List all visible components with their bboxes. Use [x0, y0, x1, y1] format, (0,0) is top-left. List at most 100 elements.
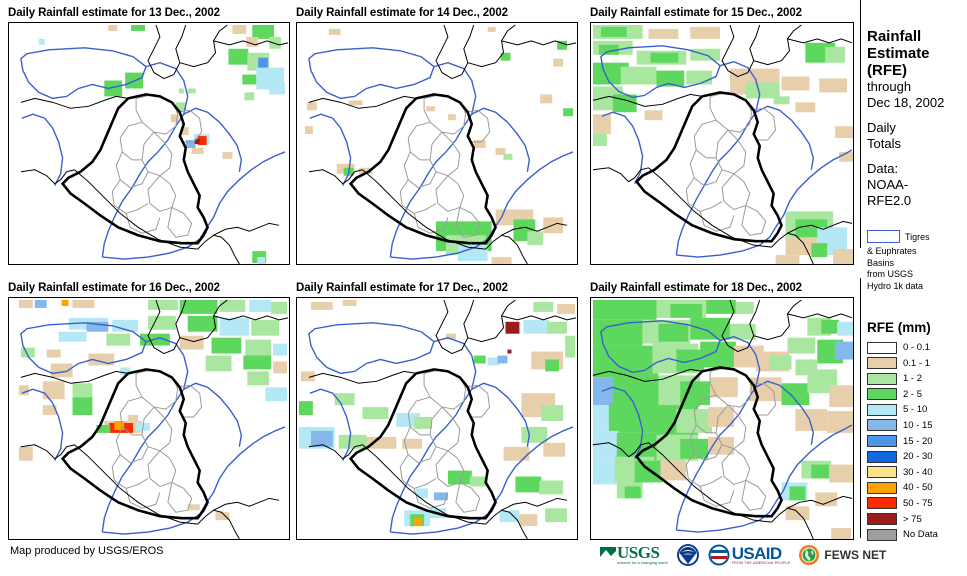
- period-line-1: Daily: [867, 120, 896, 135]
- legend-row: 0.1 - 1: [867, 356, 967, 371]
- rfe-legend-heading: RFE (mm): [867, 320, 931, 335]
- iraq-border: [60, 93, 209, 245]
- legend-swatch-2-5: [867, 388, 897, 401]
- legend-row: 30 - 40: [867, 465, 967, 480]
- map-raster: [591, 298, 853, 539]
- usaid-logo: USAID FROM THE AMERICAN PEOPLE: [708, 544, 791, 566]
- legend-swatch-40-50: [867, 481, 897, 494]
- noaa-seal-icon: [676, 544, 699, 566]
- usgs-mark-icon: [600, 547, 616, 562]
- iraq-border: [348, 93, 497, 245]
- legend-row: 10 - 15: [867, 418, 967, 433]
- rain-cells: [592, 24, 853, 264]
- map-frame[interactable]: [590, 22, 854, 265]
- legend-swatch-15-20: [867, 435, 897, 448]
- usaid-seal-icon: [708, 544, 730, 566]
- legend-label: 0.1 - 1: [903, 357, 930, 369]
- map-raster: [9, 298, 289, 539]
- legend-label: 30 - 40: [903, 466, 933, 478]
- logo-bar: USGS science for a changing world: [600, 543, 886, 567]
- legend-label: 1 - 2: [903, 373, 923, 385]
- map-panel-15-dec: Daily Rainfall estimate for 15 Dec., 200…: [590, 6, 854, 265]
- legend-label: 20 - 30: [903, 451, 933, 463]
- basin-outline: [600, 45, 853, 258]
- legend-row: 50 - 75: [867, 496, 967, 511]
- basin-label-line-4: from USGS: [867, 269, 914, 279]
- basin-label-line-3: Basins: [867, 257, 895, 268]
- panel-title: Daily Rainfall estimate for 13 Dec., 200…: [8, 7, 220, 19]
- legend-swatch-20-30: [867, 450, 897, 463]
- admin-boundaries: [685, 91, 777, 236]
- legend-row: 2 - 5: [867, 387, 967, 402]
- iraq-border: [348, 368, 497, 520]
- usaid-tagline: FROM THE AMERICAN PEOPLE: [731, 560, 791, 565]
- map-panel-13-dec: Daily Rainfall estimate for 13 Dec., 200…: [8, 6, 290, 265]
- map-frame[interactable]: [296, 297, 578, 540]
- panel-title: Daily Rainfall estimate for 16 Dec., 200…: [8, 282, 220, 294]
- map-raster: [297, 23, 577, 264]
- divider-line-top: [860, 0, 861, 248]
- iraq-border: [634, 91, 783, 243]
- title-line-1: Rainfall: [867, 28, 922, 45]
- legend-row: 0 - 0.1: [867, 340, 967, 355]
- rain-cells: [38, 24, 286, 264]
- iraq-border: [60, 368, 209, 520]
- map-raster: [591, 23, 853, 264]
- legend-swatch-50-75: [867, 497, 897, 510]
- panel-title: Daily Rainfall estimate for 17 Dec., 200…: [296, 282, 508, 294]
- noaa-logo: [676, 543, 700, 567]
- map-credit: Map produced by USGS/EROS: [10, 545, 164, 557]
- legend-row: 5 - 10: [867, 402, 967, 417]
- legend-swatch-no-data: [867, 528, 897, 541]
- map-frame[interactable]: [8, 297, 290, 540]
- rain-cells: [304, 26, 574, 264]
- legend-label: 50 - 75: [903, 497, 933, 509]
- basin-label-line-5: Hydro 1k data: [867, 280, 924, 291]
- map-frame[interactable]: [8, 22, 290, 265]
- through-date: Dec 18, 2002: [867, 95, 945, 110]
- data-source-line-2: NOAA-: [867, 177, 909, 192]
- rain-cells: [592, 299, 853, 539]
- legend-swatch-0-0-1: [867, 341, 897, 354]
- legend-row: 15 - 20: [867, 434, 967, 449]
- admin-boundaries: [111, 368, 203, 513]
- usgs-logo: USGS science for a changing world: [600, 543, 668, 565]
- map-raster: [9, 23, 289, 264]
- admin-boundaries: [111, 93, 203, 238]
- rfe-legend: RFE (mm) 0 - 0.1 0.1 - 1 1 - 2 2 - 5 5 -…: [867, 320, 967, 543]
- fews-net-logo: FEWS NET: [798, 544, 886, 566]
- country-borders: [20, 24, 289, 264]
- legend-label: > 75: [903, 513, 922, 525]
- country-borders: [308, 24, 577, 264]
- data-source-label: Data:: [867, 161, 899, 176]
- title-line-3: (RFE): [867, 62, 907, 79]
- legend-row: 20 - 30: [867, 449, 967, 464]
- map-frame[interactable]: [296, 22, 578, 265]
- legend-swatch-5-10: [867, 403, 897, 416]
- admin-boundaries: [399, 368, 491, 513]
- basin-swatch-icon: [867, 230, 900, 244]
- title-block: Rainfall Estimate (RFE) through Dec 18, …: [867, 28, 967, 209]
- admin-boundaries: [399, 93, 491, 238]
- usaid-wordmark: USAID: [731, 543, 783, 563]
- basin-label-line-1: Tigres: [905, 231, 930, 242]
- map-panel-18-dec: Daily Rainfall estimate for 18 Dec., 200…: [590, 281, 854, 540]
- map-panel-17-dec: Daily Rainfall estimate for 17 Dec., 200…: [296, 281, 578, 540]
- panel-title: Daily Rainfall estimate for 15 Dec., 200…: [590, 7, 802, 19]
- divider-line-bottom: [860, 278, 861, 538]
- usgs-wordmark: USGS: [617, 543, 660, 562]
- legend-label: 10 - 15: [903, 419, 933, 431]
- rain-cells: [18, 299, 288, 521]
- map-frame[interactable]: [590, 297, 854, 540]
- period-line-2: Totals: [867, 136, 901, 151]
- iraq-border: [634, 366, 783, 518]
- map-panel-14-dec: Daily Rainfall estimate for 14 Dec., 200…: [296, 6, 578, 265]
- panel-title: Daily Rainfall estimate for 18 Dec., 200…: [590, 282, 802, 294]
- legend-row: No Data: [867, 527, 967, 542]
- country-borders: [592, 24, 853, 264]
- legend-row: 1 - 2: [867, 371, 967, 386]
- country-borders: [308, 299, 577, 539]
- fews-globe-icon: [799, 545, 820, 565]
- basin-key: Tigres & Euphrates Basins from USGS Hydr…: [867, 228, 967, 292]
- legend-label: 2 - 5: [903, 388, 923, 400]
